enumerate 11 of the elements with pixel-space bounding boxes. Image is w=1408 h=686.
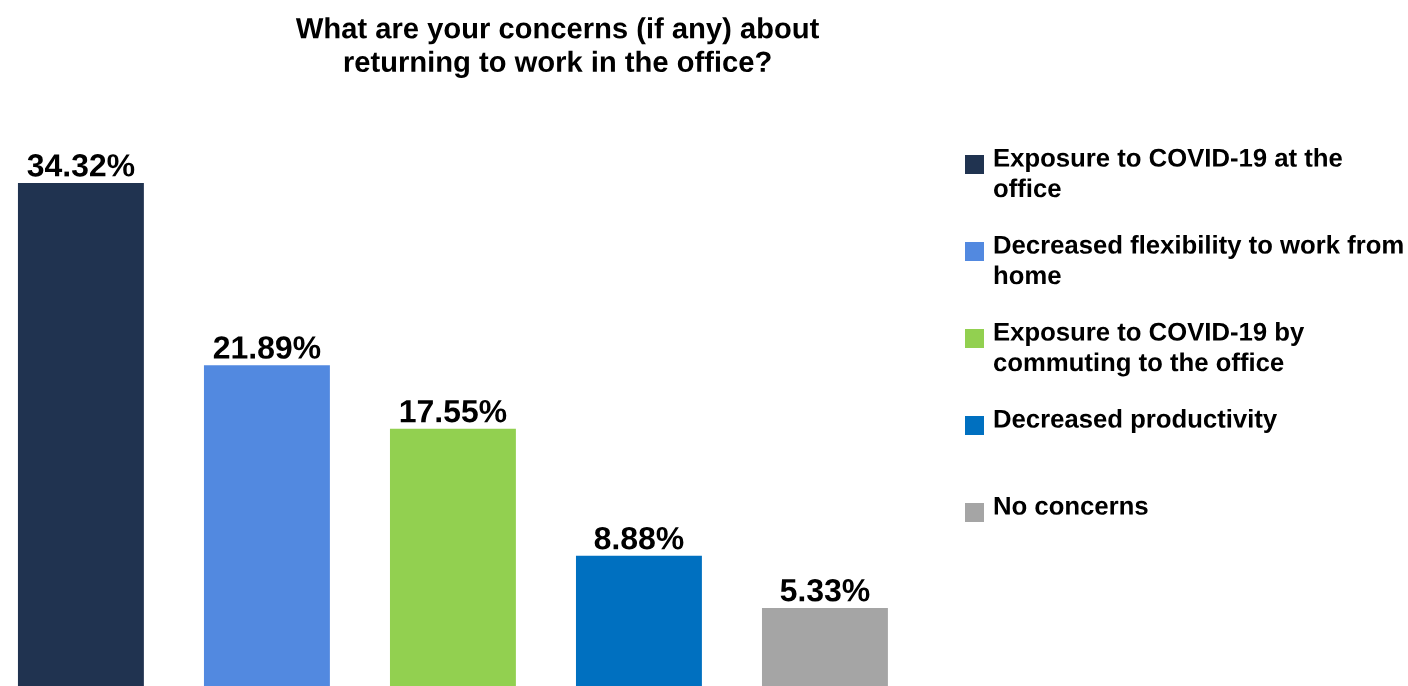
legend-label: No concerns	[994, 496, 1148, 515]
legend-label: Decreased productivity	[994, 409, 1278, 433]
legend-label: Decreased flexibility to work from home	[994, 235, 1403, 285]
data-label: 17.55%	[400, 399, 507, 423]
legend-label: Exposure to COVID-19 at the office	[994, 148, 1342, 198]
data-label: 21.89%	[213, 336, 321, 359]
data-label: 34.32%	[27, 154, 135, 177]
chart-title: What are your concerns (if any) about returning to work in the office?	[295, 17, 819, 78]
data-label: 5.33%	[780, 578, 870, 602]
legend-label: Exposure to COVID-19 by commuting to the office	[994, 322, 1305, 377]
data-label: 8.88%	[594, 526, 684, 550]
